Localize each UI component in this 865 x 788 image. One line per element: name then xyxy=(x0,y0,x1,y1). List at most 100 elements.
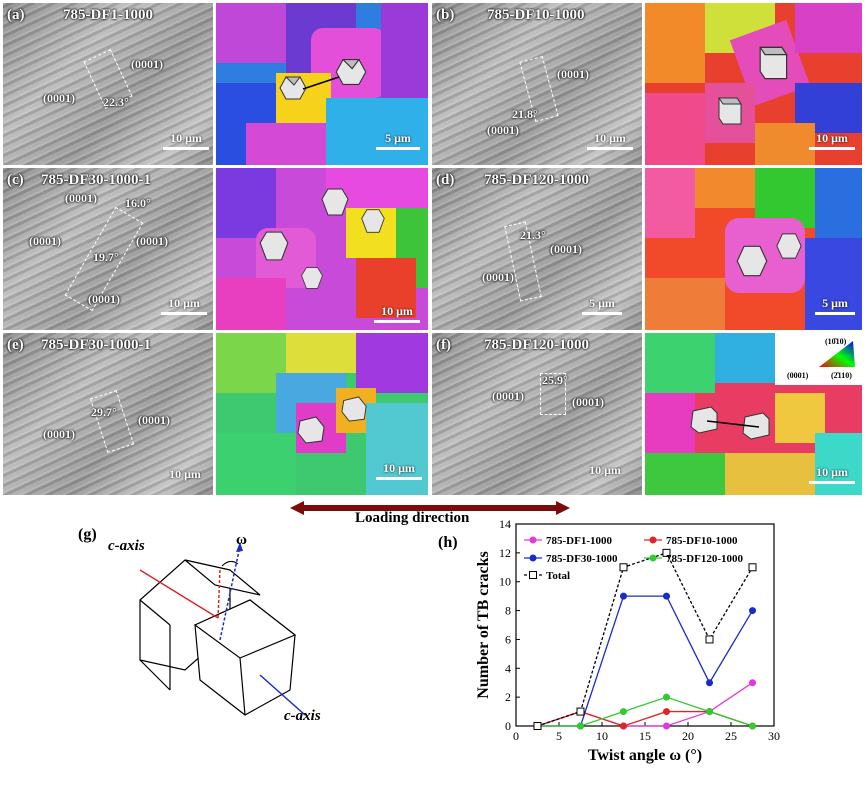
y-tick-label: 8 xyxy=(505,604,511,618)
grain xyxy=(381,3,428,98)
panel-b-sem: (b) 785-DF10-1000 (0001) 21.8° (0001) 10… xyxy=(432,3,642,165)
crystal-orientation-icon xyxy=(776,233,802,259)
grain xyxy=(216,168,276,238)
loading-direction-arrow xyxy=(290,501,570,515)
crystal-orientation-icon xyxy=(321,188,349,216)
scale-bar-text: 10 μm xyxy=(383,461,415,475)
scale-bar-text: 10 μm xyxy=(816,465,848,479)
plane-label: (0001) xyxy=(557,67,589,81)
data-point xyxy=(663,708,670,716)
data-point xyxy=(620,708,627,716)
plane-label: (0001) xyxy=(88,292,120,306)
panel-c-ebsd: 10 μm xyxy=(216,168,428,330)
scale-bar-text: 10 μm xyxy=(594,131,626,145)
crystal-orientation-icon xyxy=(736,245,768,277)
x-tick-label: 10 xyxy=(596,729,608,743)
tb-cracks-chart: 0 5 10 15 20 25 30 0 2 4 6 8 10 12 14 Twist angle ω (°)… xyxy=(475,517,780,764)
data-point xyxy=(533,722,542,730)
data-point xyxy=(619,563,628,572)
panel-d-sem: (d) 785-DF120-1000 21.3° (0001) (0001) 5… xyxy=(432,168,642,330)
grain xyxy=(645,278,725,330)
grain xyxy=(216,278,286,330)
plane-label: (0001) xyxy=(43,91,75,105)
scale-bar: 5 μm xyxy=(376,131,420,150)
y-tick-label: 14 xyxy=(499,517,511,531)
grain xyxy=(286,333,356,373)
panel-g-tag: (g) xyxy=(78,526,97,543)
data-point xyxy=(577,722,584,730)
grain xyxy=(216,333,286,393)
data-point xyxy=(663,693,670,701)
legend-label: Total xyxy=(546,570,570,582)
y-tick-label: 4 xyxy=(505,661,511,675)
scale-bar: 10 μm xyxy=(163,131,209,150)
plane-label: (0001) xyxy=(492,389,524,403)
panel-e-sem: (e) 785-DF30-1000-1 29.7° (0001) (0001) … xyxy=(3,333,213,495)
grain xyxy=(216,3,296,63)
twin-crystal-schematic xyxy=(139,542,306,716)
plane-label: (0001) xyxy=(482,270,514,284)
panel-d-title: 785-DF120-1000 xyxy=(484,172,589,188)
x-tick-label: 30 xyxy=(768,729,780,743)
x-tick-label: 20 xyxy=(682,729,694,743)
panel-e-tag: (e) xyxy=(7,337,24,353)
twist-angle-label: 22.3° xyxy=(103,95,129,109)
y-axis-label: Number of TB cracks xyxy=(475,551,492,698)
x-axis-label: Twist angle ω (°) xyxy=(588,747,702,764)
data-point xyxy=(749,722,756,730)
c-axis-label-bottom: c-axis xyxy=(284,708,321,724)
scale-bar-text: 10 μm xyxy=(170,131,202,145)
twin-band-outline xyxy=(89,390,135,453)
grain xyxy=(645,333,715,393)
twist-angle-label: 29.7° xyxy=(91,405,117,419)
grain xyxy=(795,3,862,53)
panel-h-tag: (h) xyxy=(438,534,458,551)
panel-f-title: 785-DF120-1000 xyxy=(484,337,589,353)
scale-bar: 10 μm xyxy=(587,131,633,150)
scale-bar-text: 5 μm xyxy=(822,296,848,310)
data-point xyxy=(663,722,670,730)
legend-label: 785-DF120-1000 xyxy=(666,553,743,565)
legend-marker xyxy=(529,554,537,562)
grain xyxy=(246,123,326,165)
legend-label: 785-DF30-1000 xyxy=(546,553,618,565)
grain xyxy=(645,393,695,453)
grain xyxy=(356,333,428,393)
y-tick-label: 12 xyxy=(499,546,511,560)
panel-a-tag: (a) xyxy=(7,7,25,23)
grain xyxy=(815,168,862,238)
grain xyxy=(326,98,428,165)
data-point xyxy=(705,635,714,644)
scale-bar: 5 μm xyxy=(582,296,622,315)
x-tick-label: 15 xyxy=(639,729,651,743)
twist-angle-label: 21.8° xyxy=(512,107,538,121)
crystal-orientation-icon xyxy=(335,58,367,86)
legend-marker xyxy=(529,571,537,579)
scale-bar-text: 10 μm xyxy=(169,467,201,481)
panel-f-ebsd: (10̄10) (0001) (2̄110) 10 μm xyxy=(645,333,862,495)
plane-label: (0001) xyxy=(43,427,75,441)
plane-label: (0001) xyxy=(487,123,519,137)
ipf-color-key-icon xyxy=(819,341,855,367)
grain xyxy=(815,433,862,495)
panel-a-title: 785-DF1-1000 xyxy=(63,7,153,23)
grain xyxy=(645,453,725,495)
panel-a-ebsd: 5 μm xyxy=(216,3,428,165)
crystal-orientation-icon xyxy=(361,209,385,233)
panel-b-tag: (b) xyxy=(436,7,455,23)
panel-c-title: 785-DF30-1000-1 xyxy=(41,172,151,188)
crystal-orientation-icon xyxy=(259,231,289,261)
twist-angle-label: 25.9° xyxy=(542,373,568,387)
scale-bar-text: 10 μm xyxy=(816,131,848,145)
grain xyxy=(695,168,755,208)
data-point xyxy=(749,679,756,687)
data-point xyxy=(748,563,757,572)
grain xyxy=(216,433,296,495)
grain xyxy=(645,93,705,165)
loading-direction-label: Loading direction xyxy=(355,510,470,526)
grain xyxy=(725,453,815,495)
series-line xyxy=(537,552,754,727)
data-point xyxy=(662,548,671,557)
y-tick-label: 10 xyxy=(499,575,511,589)
data-point xyxy=(576,707,585,716)
